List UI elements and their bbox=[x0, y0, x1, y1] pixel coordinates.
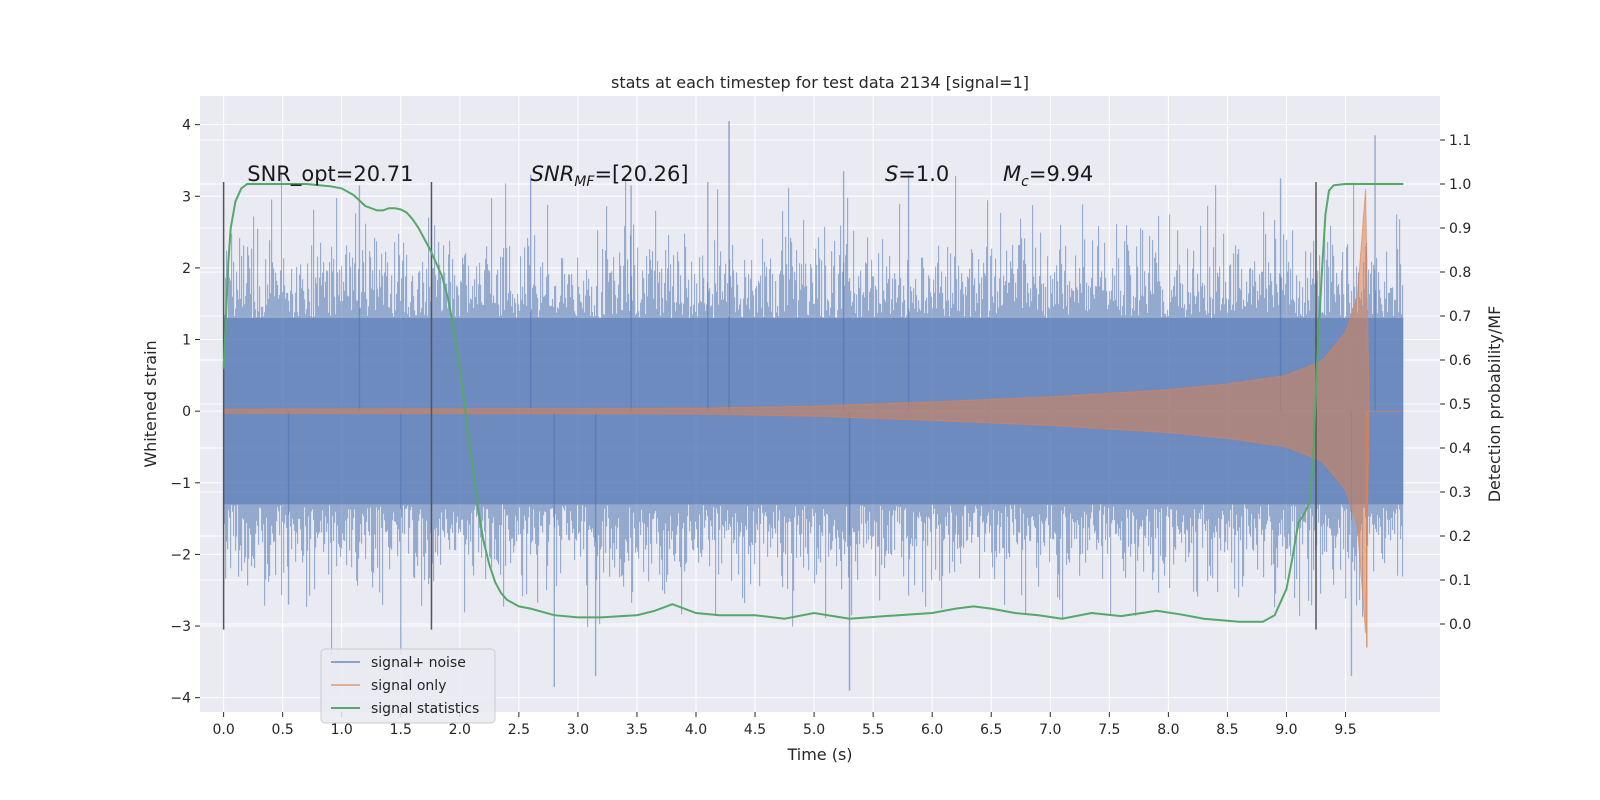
x-tick-8.0: 8.0 bbox=[1157, 722, 1179, 738]
y-tick-3: 1 bbox=[182, 333, 191, 349]
x-tick-9.0: 9.0 bbox=[1275, 722, 1297, 738]
x-tick-5.0: 5.0 bbox=[803, 722, 825, 738]
x-tick-1.0: 1.0 bbox=[331, 722, 353, 738]
signal-envelope bbox=[223, 189, 1370, 634]
x-tick-2.0: 2.0 bbox=[449, 722, 471, 738]
x-tick-9.5: 9.5 bbox=[1334, 722, 1356, 738]
legend-label-signal-only: signal only bbox=[371, 678, 446, 694]
yr-tick-0.3: 0.3 bbox=[1449, 485, 1471, 501]
y-right-axis-label: Detection probability/MF bbox=[1485, 306, 1504, 503]
y-tick-0: 4 bbox=[182, 118, 191, 134]
annotation-s: S=1.0 bbox=[885, 162, 949, 186]
x-tick-7.5: 7.5 bbox=[1098, 722, 1120, 738]
annotation-snr_mf: SNRMF=[20.26] bbox=[531, 162, 689, 190]
legend: signal+ noise signal only signal statist… bbox=[320, 648, 496, 724]
yr-tick-0.5: 0.5 bbox=[1449, 397, 1471, 413]
y-tick-7: −3 bbox=[170, 619, 191, 635]
x-tick-5.5: 5.5 bbox=[862, 722, 884, 738]
yr-tick-0.7: 0.7 bbox=[1449, 309, 1471, 325]
yr-tick-0.0: 0.0 bbox=[1449, 617, 1471, 633]
x-tick-3.5: 3.5 bbox=[626, 722, 648, 738]
annotation-mc: Mc=9.94 bbox=[1003, 162, 1093, 190]
x-tick-7.0: 7.0 bbox=[1039, 722, 1061, 738]
yr-tick-0.1: 0.1 bbox=[1449, 573, 1471, 589]
annotations: SNR_opt=20.71 SNRMF=[20.26] S=1.0 Mc=9.94 bbox=[247, 162, 1093, 190]
yr-tick-0.6: 0.6 bbox=[1449, 353, 1471, 369]
y-tick-6: −2 bbox=[170, 547, 191, 563]
yr-tick-0.9: 0.9 bbox=[1449, 221, 1471, 237]
x-tick-8.5: 8.5 bbox=[1216, 722, 1238, 738]
annotation-snr_opt: SNR_opt=20.71 bbox=[247, 162, 413, 187]
yr-tick-0.8: 0.8 bbox=[1449, 265, 1471, 281]
x-tick-3.0: 3.0 bbox=[567, 722, 589, 738]
plot-content bbox=[222, 121, 1404, 691]
x-tick-6.5: 6.5 bbox=[980, 722, 1002, 738]
signal-statistics-line bbox=[222, 183, 1404, 623]
yr-tick-0.2: 0.2 bbox=[1449, 529, 1471, 545]
legend-box bbox=[320, 648, 496, 724]
x-tick-4.0: 4.0 bbox=[685, 722, 707, 738]
y-axis-label: Whitened strain bbox=[141, 340, 160, 467]
x-axis-label: Time (s) bbox=[786, 745, 852, 764]
y-tick-4: 0 bbox=[182, 404, 191, 420]
yr-tick-0.4: 0.4 bbox=[1449, 441, 1471, 457]
y-tick-2: 2 bbox=[182, 261, 191, 277]
legend-label-signal-statistics: signal statistics bbox=[371, 701, 479, 717]
chart-title: stats at each timestep for test data 213… bbox=[611, 73, 1029, 92]
x-tick-6.0: 6.0 bbox=[921, 722, 943, 738]
yr-tick-1.0: 1.0 bbox=[1449, 177, 1471, 193]
x-tick-2.5: 2.5 bbox=[508, 722, 530, 738]
yr-tick-1.1: 1.1 bbox=[1449, 133, 1471, 149]
x-tick-0.5: 0.5 bbox=[272, 722, 294, 738]
x-tick-1.5: 1.5 bbox=[390, 722, 412, 738]
y-tick-8: −4 bbox=[170, 691, 191, 707]
x-tick-4.5: 4.5 bbox=[744, 722, 766, 738]
y-tick-5: −1 bbox=[170, 476, 191, 492]
y-right-axis-ticks: 1.1 1.0 0.9 0.8 0.7 0.6 0.5 0.4 0.3 0.2 0.1 0.0 bbox=[1440, 133, 1471, 633]
y-axis-ticks: 4 3 2 1 0 −1 −2 −3 −4 bbox=[170, 118, 200, 707]
series-signal-statistics bbox=[222, 183, 1404, 623]
series-signal-only bbox=[223, 189, 1404, 648]
x-axis-ticks: 0.0 0.5 1.0 1.5 2.0 2.5 3.0 3.5 4.0 4.5 5.0 5.5 6.0 6… bbox=[212, 712, 1357, 738]
x-tick-0.0: 0.0 bbox=[212, 722, 234, 738]
legend-label-signal-noise: signal+ noise bbox=[371, 655, 466, 671]
y-tick-1: 3 bbox=[182, 189, 191, 205]
